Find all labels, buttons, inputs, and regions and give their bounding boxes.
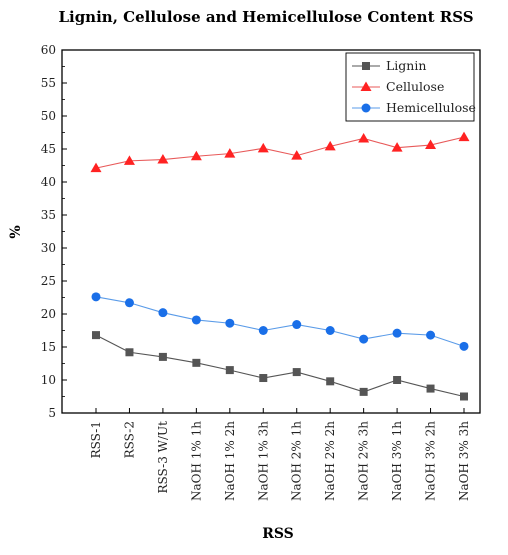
x-axis-title: RSS [262,526,294,542]
data-point-hemicellulose [158,308,168,318]
chart-title: Lignin, Cellulose and Hemicellulose Cont… [58,8,473,26]
data-point-lignin [92,331,100,340]
y-tick-label: 5 [48,406,56,420]
data-point-cellulose [391,142,403,152]
data-point-hemicellulose [359,334,369,344]
data-point-lignin [326,377,335,386]
data-point-lignin [359,387,368,396]
legend-marker-cellulose [360,81,372,91]
data-point-cellulose [90,162,102,173]
data-point-lignin [426,384,435,393]
data-point-cellulose [157,154,169,164]
data-point-lignin [460,392,468,401]
data-point-hemicellulose [292,320,302,330]
data-point-hemicellulose [392,328,402,338]
data-point-lignin [393,376,402,384]
data-point-lignin [259,374,268,383]
legend: Lignin Cellulose Hemicellulose [345,52,476,122]
data-point-cellulose [257,142,269,153]
x-tick-label: NaOH 1% 2h [223,421,237,501]
data-point-cellulose [358,132,370,143]
data-point-hemicellulose [225,318,235,328]
data-point-cellulose [224,148,236,158]
x-tick-label: RSS-2 [122,421,136,458]
legend-label-lignin: Lignin [386,58,426,73]
x-tick-label: NaOH 2% 1h [290,421,304,501]
legend-marker-lignin [362,62,370,70]
data-point-cellulose [291,150,303,160]
y-tick-label: 30 [41,241,56,255]
x-tick-label: NaOH 1% 3h [256,421,270,501]
x-tick-label: NaOH 3% 3h [457,421,471,501]
y-tick-label: 35 [41,208,56,222]
y-tick-label: 25 [41,274,56,288]
y-tick-label: 50 [41,109,56,123]
y-tick-label: 60 [41,43,56,57]
data-point-lignin [225,366,234,375]
plot-area: 5 10 15 20 25 30 35 40 45 50 55 60 RSS-1 RSS-2 RSS-3 W… [41,43,481,501]
data-point-cellulose [324,140,336,151]
x-tick-label: RSS-1 [89,421,103,458]
y-tick-label: 45 [41,142,56,156]
y-axis-title: % [8,225,24,238]
x-tick-label: NaOH 1% 1h [189,421,203,501]
data-point-cellulose [458,131,470,142]
y-tick-label: 20 [41,307,56,321]
data-point-lignin [192,358,201,367]
data-point-cellulose [190,150,202,161]
data-point-hemicellulose [91,292,101,302]
legend-label-hemicellulose: Hemicellulose [386,100,476,115]
series-line-cellulose [95,136,465,169]
data-point-hemicellulose [258,326,268,335]
legend-marker-hemicellulose [361,103,371,113]
series-line-hemicellulose [95,296,465,347]
x-tick-label: NaOH 2% 2h [323,421,337,501]
x-tick-label: RSS-3 W/Ut [156,421,170,494]
data-point-hemicellulose [459,341,469,351]
x-tick-label: NaOH 3% 2h [424,421,438,501]
data-point-hemicellulose [325,326,335,335]
y-tick-label: 10 [41,373,56,387]
series-line-lignin [95,334,465,398]
data-point-lignin [292,368,301,377]
x-tick-label: NaOH 2% 3h [357,421,371,501]
data-point-lignin [125,348,134,357]
data-point-cellulose [123,155,135,165]
y-tick-label: 15 [41,340,56,354]
data-point-lignin [158,352,167,361]
data-point-cellulose [425,139,437,150]
data-point-hemicellulose [426,330,436,340]
x-tick-label: NaOH 3% 1h [390,421,404,501]
data-point-hemicellulose [124,298,134,308]
legend-label-cellulose: Cellulose [386,79,444,94]
y-tick-label: 55 [41,76,56,90]
data-point-hemicellulose [191,315,201,325]
y-tick-label: 40 [41,175,56,189]
